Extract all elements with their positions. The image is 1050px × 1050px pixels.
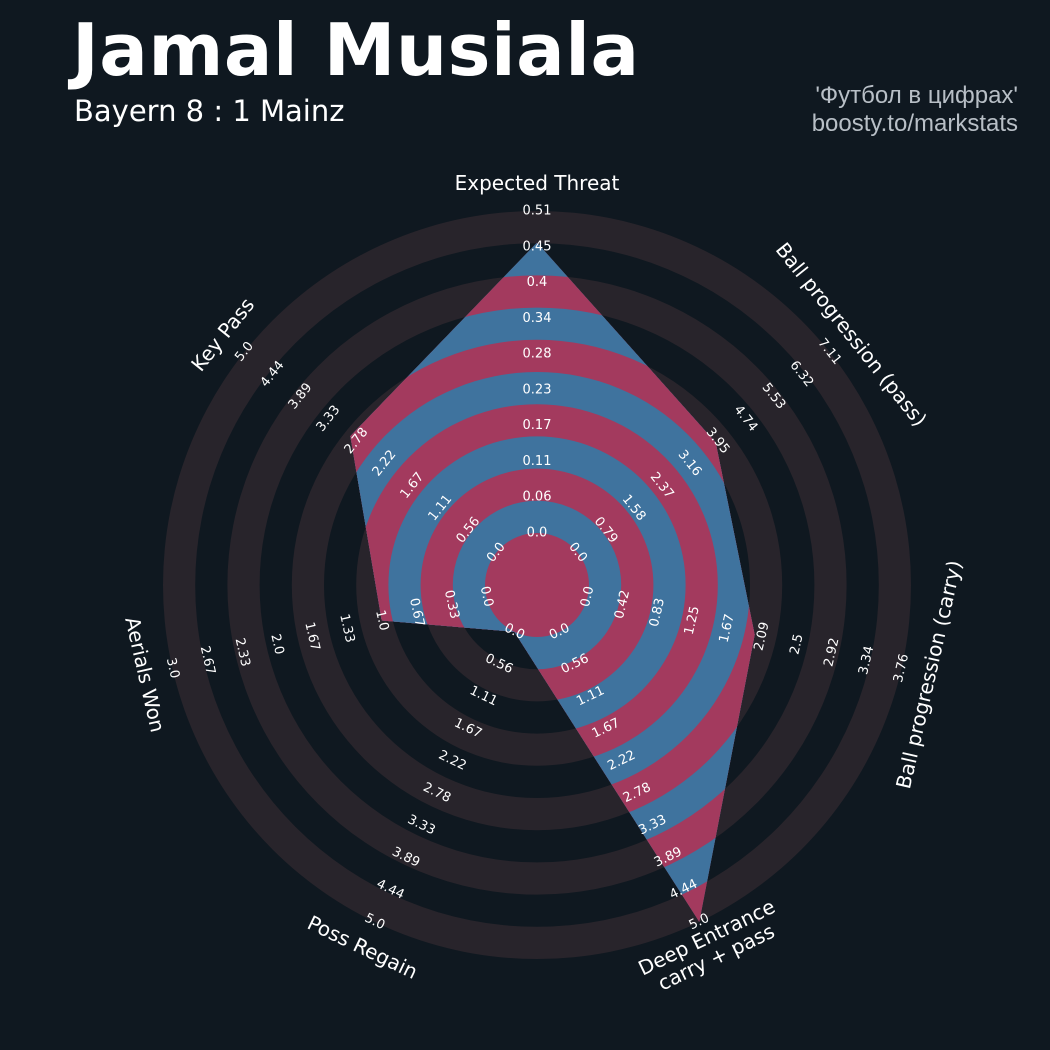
axis-label-aerials-won: Aerials Won [120,615,170,735]
tick-label-expected-threat: 0.23 [523,382,552,397]
tick-label-aerials-won: 1.67 [301,621,322,653]
tick-label-aerials-won: 1.0 [372,609,391,633]
tick-label-ball-progression-carry: 2.5 [787,633,806,657]
tick-label-ball-progression-carry: 1.67 [717,613,738,645]
tick-label-aerials-won: 0.0 [477,585,496,609]
tick-label-aerials-won: 2.33 [232,637,253,669]
tick-label-aerials-won: 3.0 [163,656,182,680]
tick-label-expected-threat: 0.51 [523,204,552,219]
tick-label-expected-threat: 0.34 [523,311,552,326]
tick-label-aerials-won: 2.67 [197,645,218,677]
tick-label-aerials-won: 0.67 [406,597,427,629]
axis-label-expected-threat: Expected Threat [455,171,620,195]
tick-label-ball-progression-carry: 3.76 [891,652,912,684]
credit-channel-name: 'Футбол в цифрах' [815,82,1018,109]
tick-label-expected-threat: 0.4 [527,275,548,290]
tick-label-ball-progression-carry: 1.25 [682,605,703,637]
tick-label-expected-threat: 0.0 [527,526,548,541]
tick-label-ball-progression-carry: 0.42 [612,589,633,621]
match-score-subtitle: Bayern 8 : 1 Mainz [74,94,345,128]
tick-label-expected-threat: 0.28 [523,347,552,362]
tick-label-ball-progression-carry: 0.0 [578,585,597,609]
tick-label-ball-progression-carry: 2.09 [752,621,773,653]
credit-url: boosty.to/markstats [811,110,1018,137]
tick-label-aerials-won: 1.33 [336,613,357,645]
tick-label-ball-progression-carry: 2.92 [821,637,842,669]
tick-label-aerials-won: 0.33 [441,589,462,621]
tick-label-expected-threat: 0.11 [523,454,552,469]
player-center [485,533,589,637]
tick-label-expected-threat: 0.06 [523,490,552,505]
tick-label-expected-threat: 0.45 [523,239,552,254]
tick-label-ball-progression-carry: 3.34 [856,645,877,677]
tick-label-aerials-won: 2.0 [267,633,286,657]
player-name-title: Jamal Musiala [72,8,640,92]
tick-label-ball-progression-carry: 0.83 [647,597,668,629]
tick-label-expected-threat: 0.17 [523,418,552,433]
